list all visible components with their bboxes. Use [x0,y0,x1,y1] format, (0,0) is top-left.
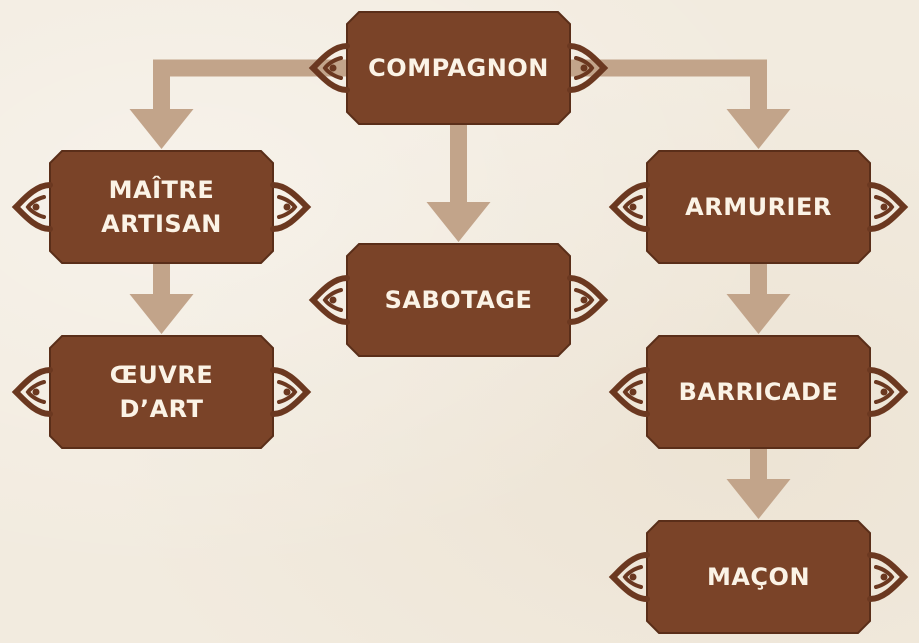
node-frame [608,150,909,264]
node-oeuvre-dart: ŒUVRE D’ART [11,335,312,449]
node-compagnon: COMPAGNON [308,11,609,125]
node-frame [11,335,312,449]
connector-compagnon-to-sabotage [426,124,491,242]
node-box [49,150,274,264]
knot-ornament-left [308,275,350,325]
knot-ornament-left [11,367,53,417]
knot-ornament-right [867,552,909,602]
arrowhead [726,109,791,149]
knot-ornament-left [608,367,650,417]
knot-ornament-left [308,43,350,93]
connector-barricade-to-macon [726,448,791,519]
node-box [646,335,871,449]
node-label-oeuvre-dart: ŒUVRE D’ART [109,361,214,423]
node-box [646,150,871,264]
knot-ornament-right [567,43,609,93]
node-label-barricade: BARRICADE [678,378,839,406]
arrowhead [726,479,791,519]
node-label-macon: MAÇON [706,563,811,591]
arrowhead [129,294,194,334]
knot-ornament-left [608,552,650,602]
arrowhead [426,202,491,242]
connector-maitre_artisan-to-oeuvre_dart [129,263,194,334]
connector-shaft [570,59,767,113]
node-label-sabotage: SABOTAGE [384,286,533,314]
node-sabotage: SABOTAGE [308,243,609,357]
node-maitre-artisan: MAÎTRE ARTISAN [11,150,312,264]
node-frame [308,11,609,125]
knot-ornament-left [608,182,650,232]
knot-ornament-right [270,367,312,417]
node-box [646,520,871,634]
connector-armurier-to-barricade [726,263,791,334]
node-box [346,243,571,357]
knot-ornament-right [867,182,909,232]
node-box [346,11,571,125]
knot-ornament-right [270,182,312,232]
arrowhead [726,294,791,334]
node-box [49,335,274,449]
knot-ornament-left [11,182,53,232]
node-armurier: ARMURIER [608,150,909,264]
node-macon: MAÇON [608,520,909,634]
knot-ornament-right [567,275,609,325]
node-frame [608,335,909,449]
node-label-armurier: ARMURIER [685,193,832,221]
node-label-maitre-artisan: MAÎTRE ARTISAN [101,176,222,238]
connector-compagnon-to-armurier [570,59,791,149]
node-frame [308,243,609,357]
connector-shaft [153,59,347,113]
node-frame [608,520,909,634]
arrowhead [129,109,194,149]
knot-ornament-right [867,367,909,417]
node-frame [11,150,312,264]
connector-compagnon-to-maitre_artisan [129,59,347,149]
node-label-compagnon: COMPAGNON [368,54,549,82]
node-barricade: BARRICADE [608,335,909,449]
